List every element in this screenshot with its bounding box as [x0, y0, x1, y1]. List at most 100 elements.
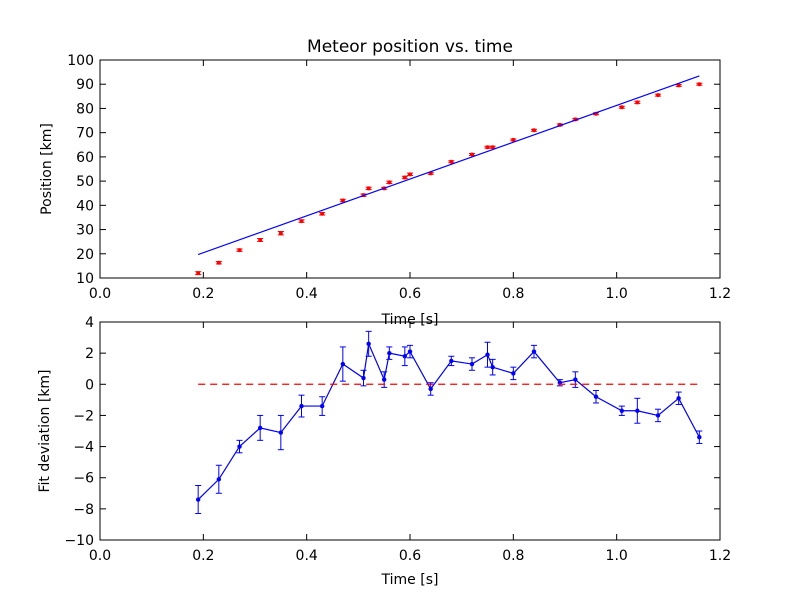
deviation-x-tick-label: 0.4: [296, 548, 318, 564]
position-point: [258, 237, 263, 242]
position-y-tick-label: 10: [76, 271, 94, 287]
deviation-point: [485, 352, 490, 357]
deviation-point: [511, 371, 516, 376]
position-y-tick-label: 70: [76, 126, 94, 142]
position-point: [366, 186, 371, 191]
position-axes-frame: [99, 59, 721, 279]
deviation-y-ticks: −10 −8 −6 −4 −2 0 2 4: [64, 315, 720, 549]
deviation-line: [197, 341, 700, 500]
position-y-tick-label: 60: [76, 150, 94, 166]
deviation-point: [381, 377, 387, 382]
position-point: [449, 159, 454, 164]
position-point: [402, 175, 407, 180]
deviation-point: [340, 361, 346, 367]
position-point: [470, 152, 474, 157]
deviation-y-tick-label: 0: [85, 377, 94, 393]
position-y-tick-label: 90: [76, 77, 94, 93]
position-point: [697, 82, 702, 87]
deviation-point: [531, 349, 537, 354]
fit-line: [197, 75, 700, 256]
position-x-ticks: 0.0 0.2 0.4 0.6 0.8 1.0 1.2: [89, 60, 731, 302]
position-point: [490, 145, 495, 150]
deviation-marks: [195, 330, 703, 515]
position-point: [485, 145, 490, 150]
deviation-point: [278, 430, 284, 435]
deviation-point: [257, 425, 263, 431]
position-point: [676, 83, 681, 88]
position-x-tick-label: 0.4: [296, 286, 318, 302]
position-point: [196, 271, 201, 276]
deviation-point: [676, 396, 681, 401]
position-point: [278, 231, 283, 236]
deviation-x-tick-label: 0.0: [89, 548, 111, 564]
deviation-y-tick-label: −4: [73, 440, 94, 456]
position-x-label: Time [s]: [381, 312, 439, 328]
position-point: [532, 128, 536, 133]
deviation-x-tick-label: 1.0: [606, 548, 628, 564]
position-y-label: Position [km]: [39, 123, 55, 215]
position-x-tick-label: 0.6: [399, 286, 421, 302]
deviation-y-label: Fit deviation [km]: [37, 369, 53, 492]
position-point: [635, 100, 640, 105]
position-y-tick-label: 80: [76, 101, 94, 117]
deviation-x-ticks: 0.0 0.2 0.4 0.6 0.8 1.0 1.2: [89, 322, 731, 564]
position-y-ticks: 10 20 30 40 50 60 70 80 90 100: [67, 53, 720, 287]
position-point: [237, 248, 242, 253]
position-point: [216, 260, 221, 265]
deviation-point: [387, 350, 392, 356]
deviation-point: [237, 444, 242, 449]
position-point: [511, 137, 516, 142]
position-x-tick-label: 0.0: [89, 286, 111, 302]
deviation-x-label: Time [s]: [381, 572, 439, 588]
deviation-point: [361, 375, 366, 381]
deviation-y-tick-label: −10: [64, 533, 94, 549]
deviation-point: [697, 435, 702, 440]
deviation-point: [428, 386, 433, 392]
deviation-point: [402, 354, 408, 359]
deviation-y-tick-label: −8: [73, 502, 94, 518]
position-point: [340, 198, 345, 203]
deviation-chart: 0.0 0.2 0.4 0.6 0.8 1.0 1.2 −10 −8 −6 −4 −2 0 2 4 Tim…: [37, 315, 731, 588]
position-point: [299, 219, 304, 224]
deviation-point: [593, 394, 599, 399]
deviation-point: [319, 403, 325, 409]
deviation-point: [655, 413, 661, 418]
deviation-point: [490, 364, 495, 370]
position-marks: [195, 75, 703, 276]
deviation-y-tick-label: −2: [73, 408, 94, 424]
position-chart: Meteor position vs. time 0.0 0.2 0.4 0.6 0.8…: [39, 37, 731, 328]
position-x-tick-label: 1.0: [606, 286, 628, 302]
deviation-point: [366, 341, 371, 346]
position-point: [656, 93, 660, 98]
position-x-tick-label: 1.2: [709, 286, 731, 302]
deviation-point: [299, 403, 304, 409]
position-point: [619, 105, 624, 110]
deviation-point: [449, 358, 454, 364]
deviation-point: [469, 361, 475, 367]
position-y-tick-label: 40: [76, 198, 94, 214]
deviation-point: [195, 497, 201, 502]
deviation-y-tick-label: 4: [85, 315, 94, 331]
deviation-x-tick-label: 0.8: [502, 548, 524, 564]
deviation-x-tick-label: 0.6: [399, 548, 421, 564]
deviation-point: [216, 477, 222, 482]
position-y-tick-label: 30: [76, 223, 94, 239]
deviation-y-tick-label: −6: [73, 471, 94, 487]
deviation-point: [635, 408, 640, 413]
chart-title: Meteor position vs. time: [307, 37, 513, 57]
deviation-point: [407, 349, 413, 354]
position-x-tick-label: 0.2: [192, 286, 214, 302]
position-y-tick-label: 50: [76, 174, 94, 190]
deviation-point: [573, 377, 578, 382]
position-point: [408, 172, 412, 177]
position-point: [320, 211, 325, 216]
position-y-tick-label: 100: [67, 53, 94, 69]
position-y-tick-label: 20: [76, 247, 94, 263]
deviation-point: [619, 408, 625, 413]
position-point: [387, 180, 392, 185]
deviation-x-tick-label: 0.2: [192, 548, 214, 564]
deviation-x-tick-label: 1.2: [709, 548, 731, 564]
position-x-tick-label: 0.8: [502, 286, 524, 302]
deviation-y-tick-label: 2: [85, 346, 94, 362]
